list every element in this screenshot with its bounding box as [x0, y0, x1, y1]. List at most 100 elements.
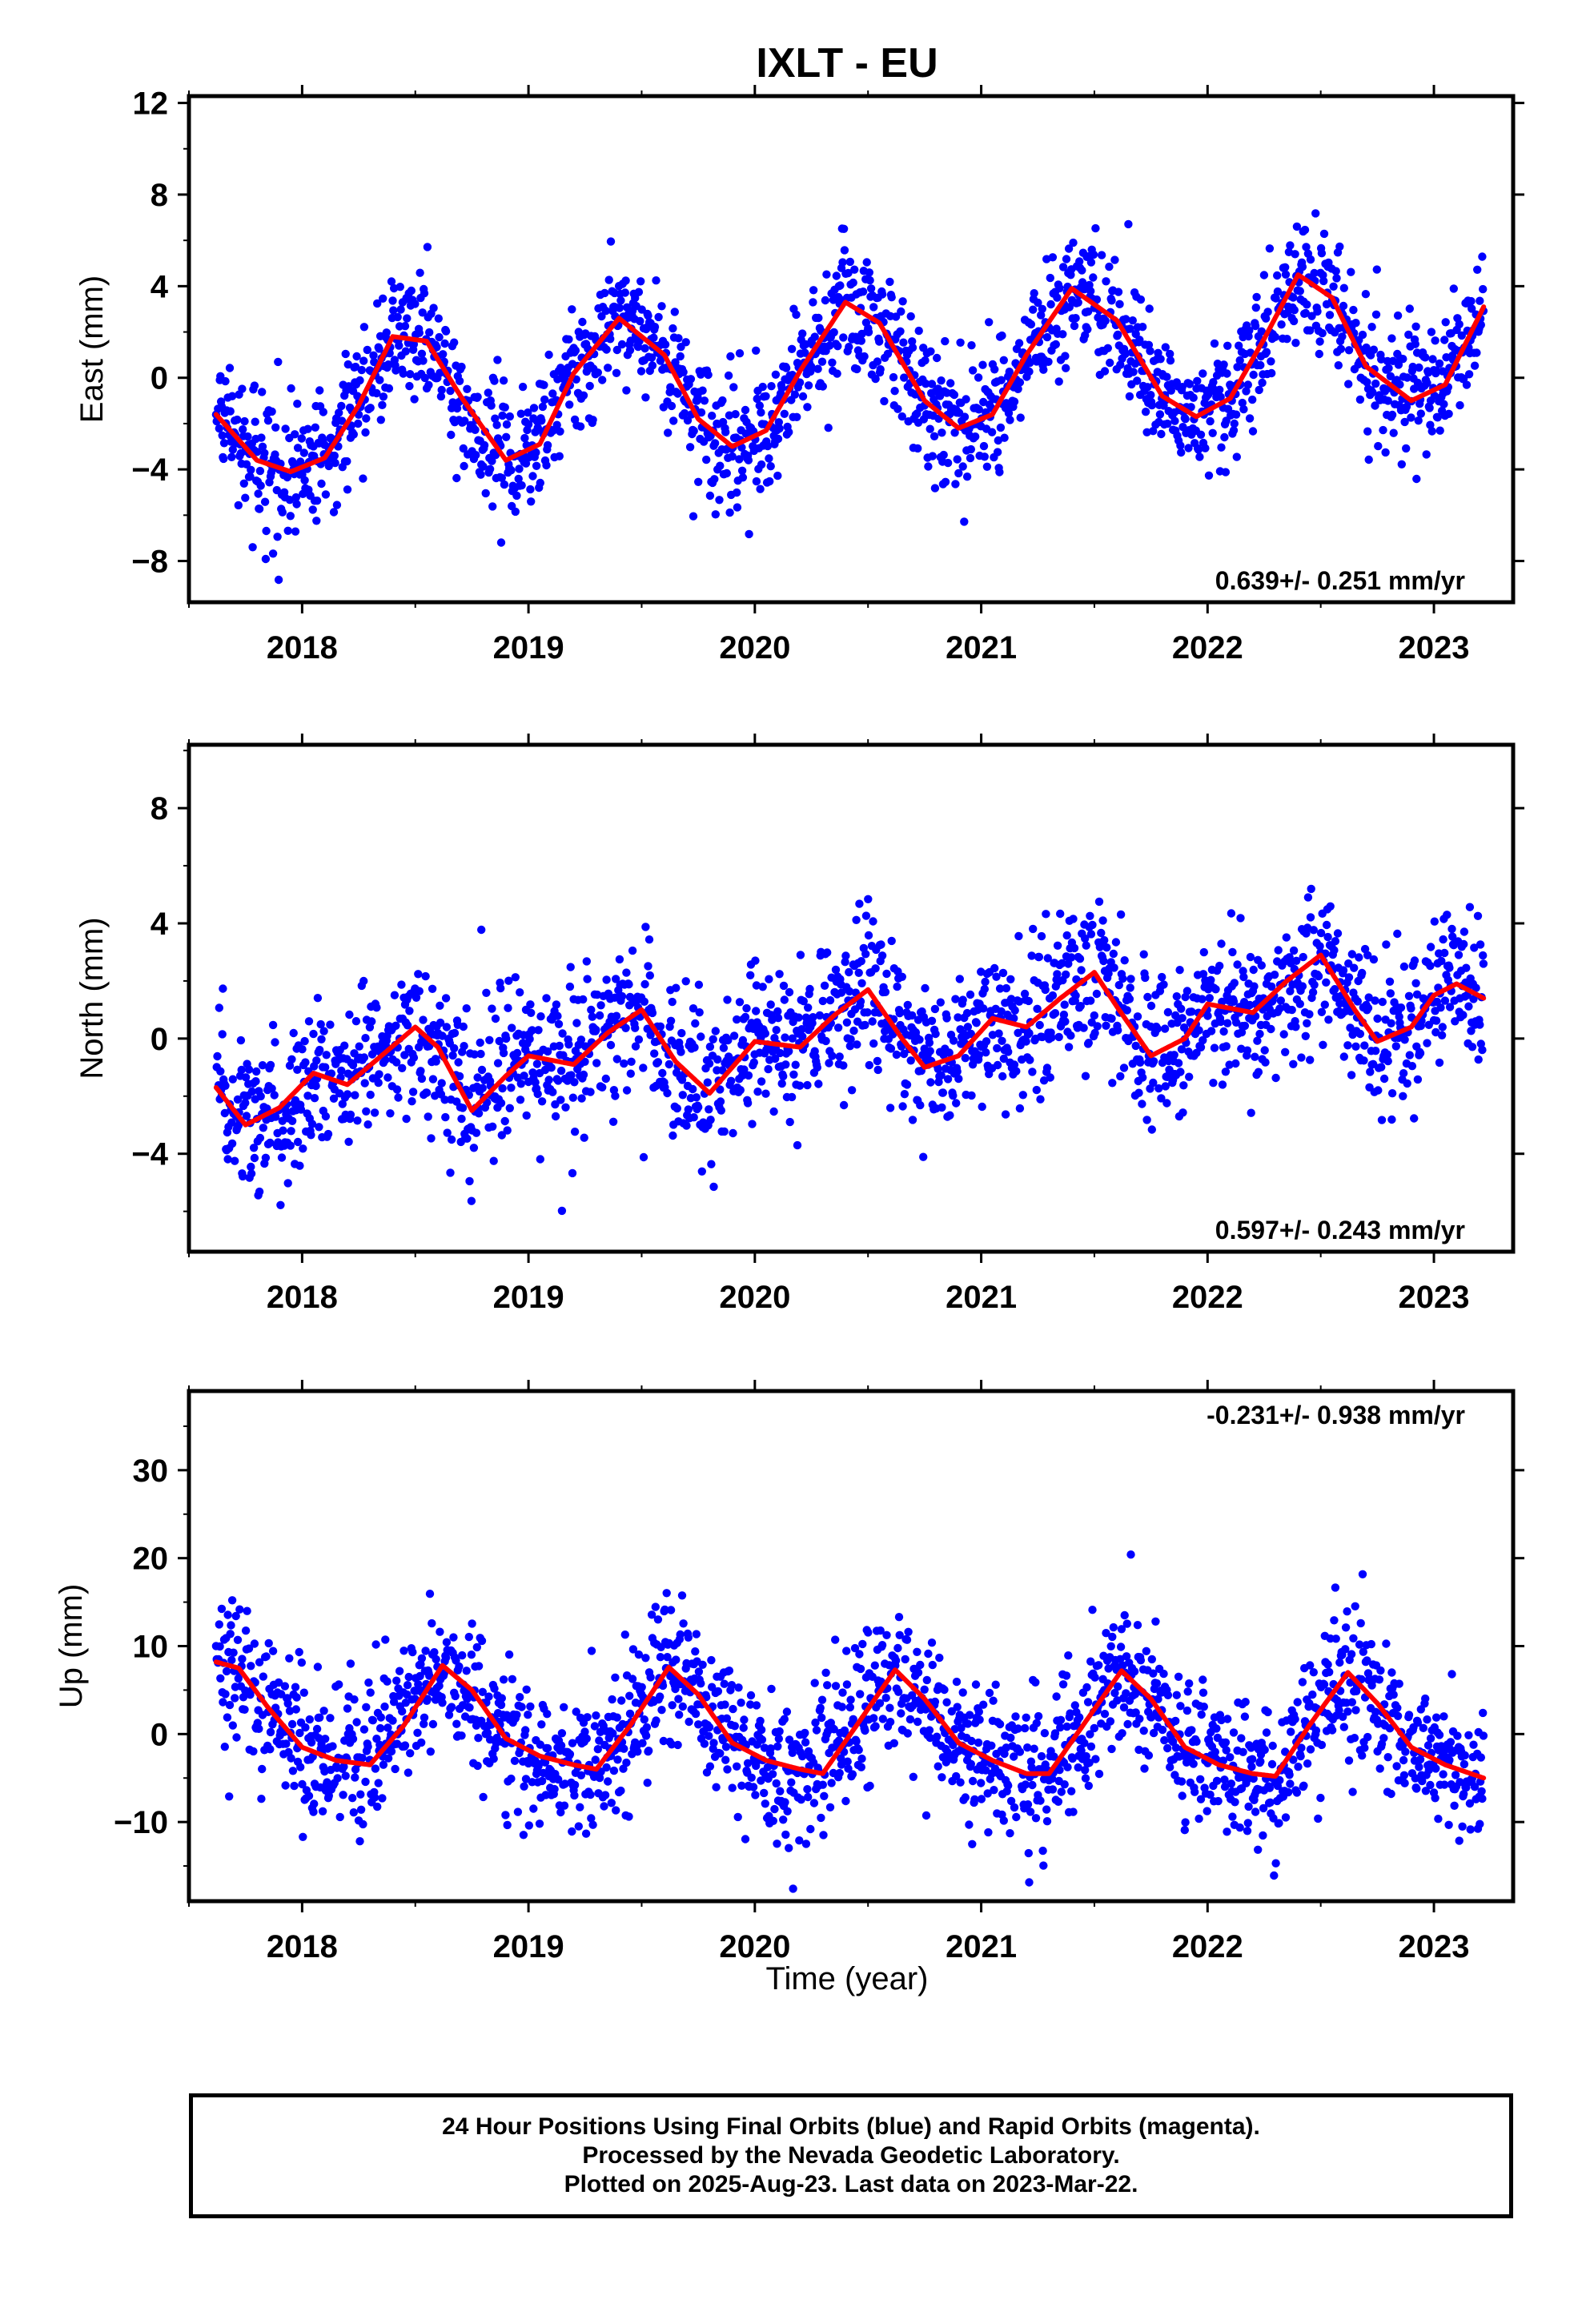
up-data-point	[733, 1762, 741, 1771]
east-data-point	[777, 384, 786, 392]
east-data-point	[528, 472, 537, 480]
east-data-point	[524, 420, 533, 429]
up-data-point	[290, 1781, 299, 1791]
up-data-point	[364, 1678, 373, 1687]
north-data-point	[938, 1103, 946, 1112]
north-data-point	[1185, 1072, 1194, 1081]
east-data-point	[822, 270, 831, 279]
up-data-point	[925, 1726, 934, 1735]
east-data-point	[1204, 471, 1214, 480]
north-data-point	[228, 1075, 237, 1084]
north-data-point	[536, 1012, 545, 1021]
east-data-point	[1128, 316, 1138, 325]
east-data-point	[473, 392, 482, 401]
east-data-point	[493, 356, 502, 364]
north-data-point	[1468, 1043, 1477, 1051]
up-data-point	[362, 1703, 371, 1711]
north-data-point	[1387, 1019, 1395, 1028]
east-data-point	[517, 480, 526, 490]
east-data-point	[1334, 361, 1343, 370]
east-data-point	[1249, 370, 1258, 380]
up-data-point	[963, 1719, 973, 1728]
north-data-point	[857, 979, 866, 988]
east-data-point	[1136, 295, 1146, 304]
up-data-point	[227, 1596, 237, 1605]
east-data-point	[775, 424, 784, 433]
east-data-point	[726, 352, 735, 361]
east-data-point	[1004, 408, 1014, 418]
up-data-point	[677, 1591, 687, 1600]
up-data-point	[225, 1700, 235, 1710]
up-data-point	[716, 1749, 725, 1758]
north-data-point	[598, 1083, 607, 1092]
up-data-point	[257, 1795, 266, 1803]
east-data-point	[862, 258, 871, 267]
north-data-point	[236, 1035, 246, 1045]
east-data-point	[419, 356, 428, 365]
east-data-point	[362, 414, 371, 423]
up-data-point	[351, 1773, 359, 1782]
up-data-point	[672, 1655, 681, 1664]
up-data-point	[304, 1791, 314, 1800]
east-data-point	[858, 287, 868, 296]
up-data-point	[909, 1772, 918, 1781]
north-data-point	[1274, 946, 1283, 955]
up-data-point	[474, 1734, 483, 1743]
up-data-point	[520, 1782, 528, 1791]
north-data-point	[1249, 965, 1258, 975]
north-data-point	[678, 1091, 687, 1100]
north-data-point	[496, 1099, 506, 1108]
up-data-point	[705, 1731, 713, 1740]
east-data-point	[343, 456, 351, 466]
east-xtick-label: 2020	[719, 630, 790, 665]
north-data-point	[1207, 975, 1215, 985]
north-data-point	[223, 1155, 232, 1164]
up-data-point	[816, 1703, 825, 1712]
east-data-point	[1449, 284, 1459, 293]
east-data-point	[962, 395, 970, 404]
north-data-point	[601, 1074, 610, 1084]
east-data-point	[1427, 328, 1436, 336]
up-data-point	[350, 1695, 359, 1704]
north-data-point	[1126, 975, 1135, 983]
east-data-point	[636, 367, 646, 376]
north-data-point	[795, 1081, 805, 1090]
east-data-point	[1201, 444, 1210, 452]
east-data-point	[485, 464, 495, 473]
east-data-point	[1039, 365, 1048, 374]
north-data-point	[1079, 1023, 1088, 1032]
north-data-point	[298, 1045, 307, 1054]
east-data-point	[1431, 336, 1439, 345]
east-plot-frame	[187, 94, 1516, 605]
east-data-point	[752, 346, 761, 355]
east-data-point	[499, 376, 508, 385]
east-data-point	[617, 340, 627, 349]
north-data-point	[218, 1030, 227, 1039]
north-data-point	[765, 975, 773, 983]
up-data-point	[281, 1781, 290, 1790]
north-data-point	[994, 1029, 1003, 1038]
up-data-point	[291, 1705, 300, 1714]
north-data-point	[645, 971, 654, 980]
east-data-point	[300, 476, 309, 485]
up-data-point	[299, 1688, 308, 1697]
east-data-point	[930, 432, 939, 440]
north-data-point	[998, 968, 1008, 978]
up-data-point	[465, 1703, 474, 1712]
east-data-point	[1000, 433, 1009, 442]
east-data-point	[634, 287, 644, 296]
east-data-point	[1440, 336, 1449, 344]
north-data-point	[694, 980, 704, 989]
north-data-point	[791, 1060, 800, 1069]
up-data-point	[310, 1799, 319, 1808]
east-data-point	[484, 388, 492, 397]
east-data-point	[1338, 332, 1347, 341]
east-data-point	[674, 334, 683, 343]
east-data-point	[1464, 370, 1474, 379]
east-data-point	[838, 258, 847, 267]
north-data-point	[794, 1013, 803, 1022]
east-data-point	[758, 382, 767, 392]
east-data-point	[472, 451, 480, 460]
east-data-point	[423, 243, 432, 251]
up-data-point	[827, 1779, 836, 1787]
